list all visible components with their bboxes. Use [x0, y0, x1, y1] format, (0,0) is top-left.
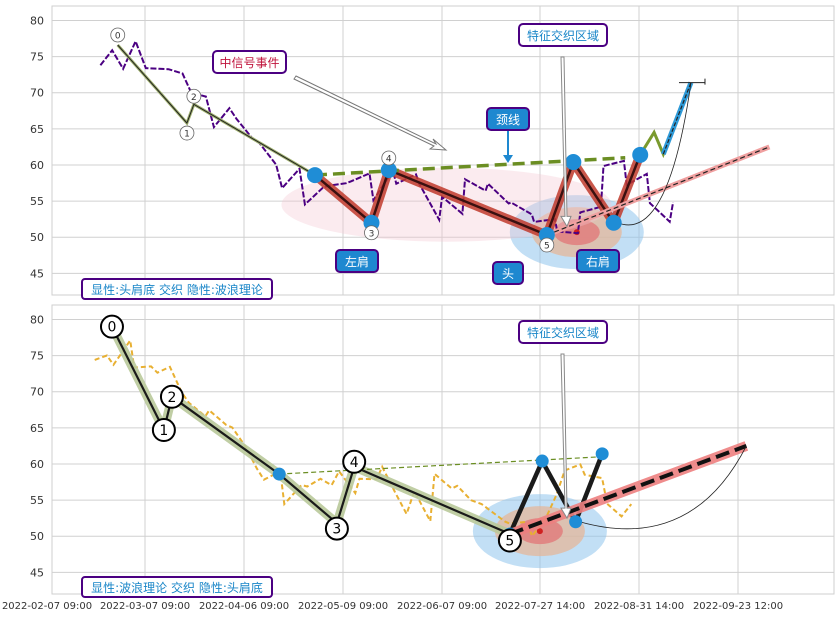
x-tick-label: 2022-03-07 09:00 [100, 601, 190, 612]
x-tick-label: 2022-04-06 09:00 [199, 601, 289, 612]
wave-label: 5 [544, 242, 550, 252]
footer-label: 显性:波浪理论 交织 隐性:头肩底 [91, 580, 263, 595]
right-shoulder-label: 右肩 [586, 254, 610, 269]
forecast-blue-line [662, 82, 692, 155]
projection-curve [579, 445, 747, 530]
wave-label: 0 [115, 32, 121, 42]
left-shoulder-label-box [335, 249, 379, 273]
x-tick-label: 2022-06-07 09:00 [397, 601, 487, 612]
left-shoulder-label: 左肩 [345, 254, 369, 269]
y-tick-label: 45 [30, 566, 44, 579]
pivot-dot [306, 167, 323, 184]
wave-label: 1 [184, 130, 190, 140]
y-tick-label: 50 [30, 530, 44, 543]
signal-event-arrow [293, 75, 448, 151]
wave-label: 2 [167, 390, 176, 406]
y-tick-label: 80 [30, 313, 44, 326]
right-shoulder-label-box [576, 249, 620, 273]
zone-arrow [560, 353, 572, 520]
pivot-dot [380, 162, 397, 179]
zone-label: 特征交织区域 [527, 325, 599, 340]
x-tick-label: 2022-07-27 14:00 [495, 601, 585, 612]
head-label: 头 [502, 267, 514, 281]
x-tick-label: 2022-02-07 09:00 [2, 601, 92, 612]
wave-label-circle [151, 417, 176, 442]
y-tick-label: 55 [30, 494, 44, 507]
wave-label-circle [342, 449, 367, 474]
footer-box [81, 576, 273, 598]
zone-arrow [560, 56, 572, 228]
pivot-dot [272, 467, 286, 481]
wave-label: 5 [505, 534, 514, 550]
wave-label-circle [110, 27, 126, 43]
y-tick-label: 70 [30, 87, 44, 100]
wave-label-circle [324, 516, 349, 541]
pivot-dot [632, 146, 649, 163]
wave-line [117, 44, 316, 176]
wave-label-circle [99, 314, 124, 339]
x-tick-label: 2022-05-09 09:00 [298, 601, 388, 612]
neckline-pointer-head [503, 155, 513, 163]
pivot-dot [569, 515, 583, 529]
neckline [279, 456, 603, 475]
signal-event-label: 中信号事件 [219, 55, 279, 70]
wave-label: 3 [369, 229, 375, 239]
wave-label-circle [539, 237, 555, 253]
wave-label: 4 [386, 155, 392, 165]
y-tick-label: 45 [30, 267, 44, 280]
zone-label: 特征交织区域 [527, 28, 599, 43]
pivot-dot [595, 447, 609, 461]
y-tick-label: 60 [30, 458, 44, 471]
hs-line [507, 452, 605, 535]
plot-frame [51, 304, 835, 595]
y-tick-label: 75 [30, 350, 44, 363]
x-tick-label: 2022-08-31 14:00 [594, 601, 684, 612]
wave-label-circle [186, 88, 202, 104]
y-tick-label: 65 [30, 422, 44, 435]
pivot-dot [565, 154, 582, 171]
pivot-dot [535, 454, 549, 468]
y-tick-label: 55 [30, 195, 44, 208]
head-label-box [492, 261, 524, 285]
neckline-label-box [486, 107, 530, 131]
footer-label: 显性:头肩底 交织 隐性:波浪理论 [91, 282, 263, 297]
wave-label-circle [159, 384, 184, 409]
y-tick-label: 80 [30, 14, 44, 27]
y-tick-label: 70 [30, 386, 44, 399]
plot-frame [51, 5, 835, 296]
target-bracket [678, 78, 706, 85]
wave-label-circle [497, 528, 522, 553]
price-line [94, 337, 633, 539]
wave-label-circle [364, 225, 379, 241]
forecast-red-line [509, 444, 748, 536]
neckline-label: 颈线 [496, 113, 520, 127]
zone-label-box [518, 23, 608, 47]
projection-curve [617, 82, 692, 226]
wave-label: 3 [332, 522, 341, 538]
signal-event-box [212, 50, 287, 74]
x-tick-label: 2022-09-23 12:00 [693, 601, 783, 612]
zone-label-box [518, 320, 608, 344]
forecast-red-halo [545, 144, 771, 238]
wave-label: 0 [108, 320, 117, 336]
wave-label-circle [381, 150, 397, 166]
y-tick-label: 65 [30, 123, 44, 136]
pivot-dot [605, 214, 622, 231]
wave-label: 1 [159, 423, 168, 439]
y-tick-label: 75 [30, 51, 44, 64]
zone-center-dot [536, 528, 543, 535]
wave-label: 2 [191, 93, 197, 103]
footer-box [81, 278, 273, 300]
wave-label: 4 [350, 455, 359, 471]
y-tick-label: 60 [30, 159, 44, 172]
wave-label-circle [179, 125, 195, 141]
y-tick-label: 50 [30, 231, 44, 244]
